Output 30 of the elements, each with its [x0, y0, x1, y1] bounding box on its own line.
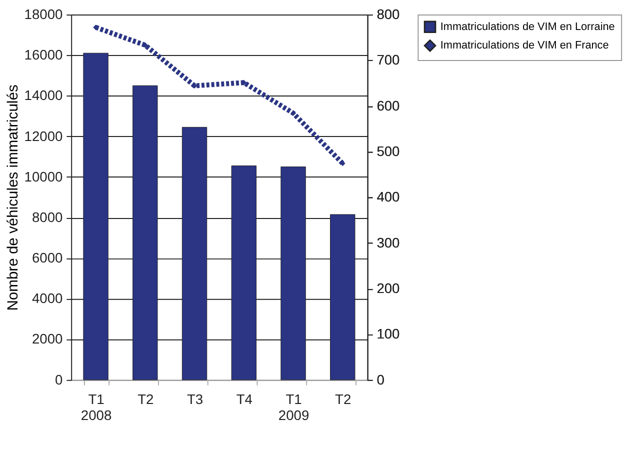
x-tick-label: T2 — [335, 391, 352, 408]
x-tick-label: T1 2008 — [80, 391, 112, 423]
y-tick-label: 16000 — [24, 46, 64, 63]
y2-tick-label: 600 — [376, 97, 400, 114]
legend-label: Immatriculations de VIM en France — [440, 40, 609, 52]
y-tick-label: 6000 — [32, 250, 64, 266]
x-tick-label: T3 — [186, 391, 204, 408]
y2-tick-label: 400 — [376, 188, 400, 205]
y2-tick-label: 500 — [376, 143, 400, 160]
y-tick-label: 8000 — [32, 208, 64, 225]
y2-tick-label: 800 — [376, 6, 400, 22]
line-series — [93, 24, 346, 166]
y2-tick-label: 300 — [376, 234, 400, 250]
y-tick-label: 14000 — [24, 87, 64, 104]
y-tick-label: 0 — [55, 371, 64, 388]
x-tick-label: T4 — [236, 391, 253, 408]
point — [290, 110, 296, 116]
y2-tick-label: 100 — [376, 326, 400, 342]
y2-tick-label: 200 — [376, 280, 400, 296]
x-tick-label: T1 2009 — [278, 391, 310, 423]
y-tick-label: 18000 — [24, 6, 64, 22]
x-tick-label: T2 — [138, 391, 154, 408]
y-tick-label: 4000 — [32, 290, 64, 306]
y2-tick-label: 700 — [376, 52, 400, 68]
y-tick-label: 2000 — [32, 330, 64, 347]
y-tick-label: 10000 — [24, 168, 64, 184]
legend-label: Immatriculations de VIM en Lorraine — [440, 20, 615, 33]
y-tick-label: 12000 — [24, 128, 64, 144]
y2-tick-label: 0 — [376, 371, 385, 388]
y-axis-title: Nombre de véhicules immatriculés — [5, 84, 22, 311]
